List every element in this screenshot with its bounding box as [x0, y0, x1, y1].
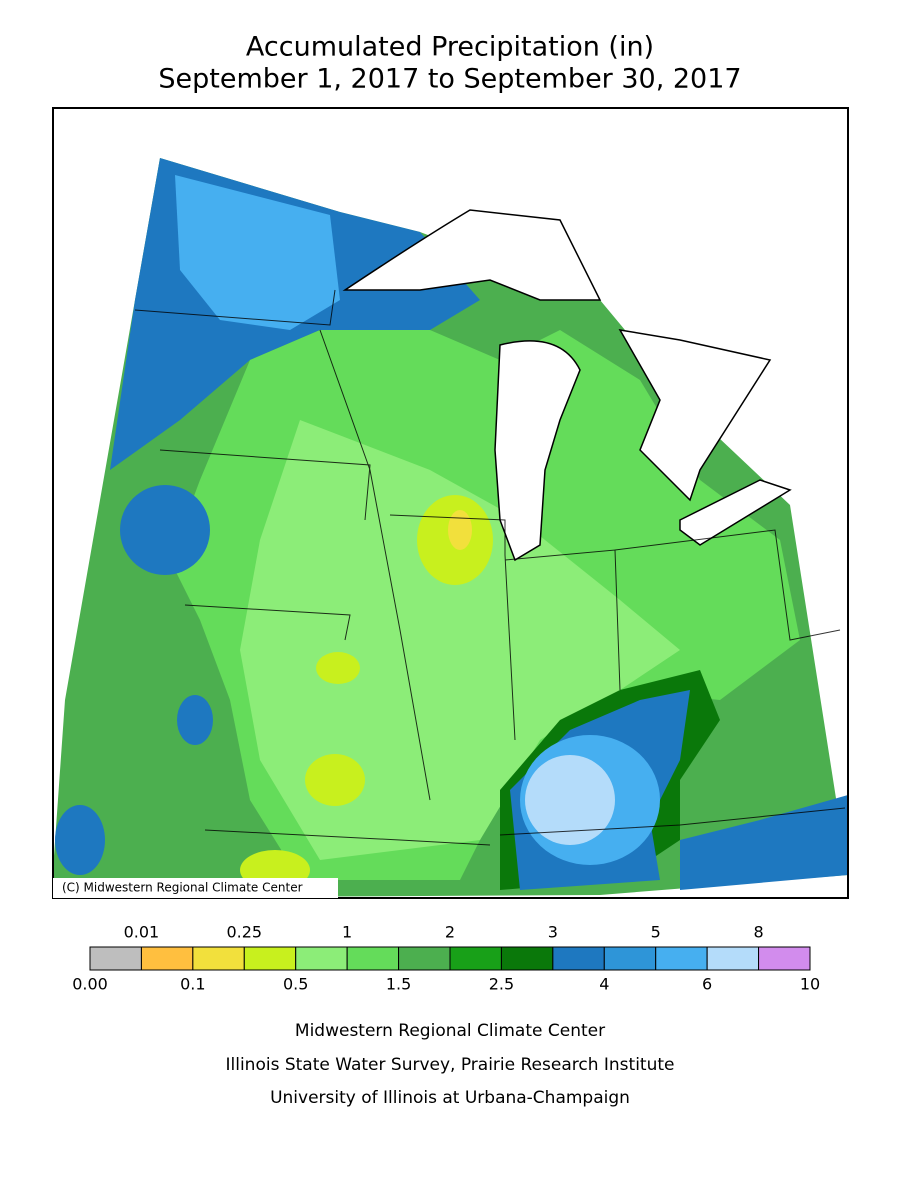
legend-swatch: [758, 946, 811, 971]
legend-swatch: [192, 946, 245, 971]
legend-swatch: [243, 946, 297, 971]
footer-line: University of Illinois at Urbana-Champai…: [270, 1088, 630, 1108]
map-title: Accumulated Precipitation (in): [246, 32, 654, 63]
legend-swatch: [706, 946, 760, 971]
legend-swatch: [449, 946, 502, 971]
footer-line: Illinois State Water Survey, Prairie Res…: [226, 1055, 675, 1075]
legend-label: 3: [548, 923, 558, 942]
legend-label: 0.5: [283, 975, 308, 994]
legend-label: 0.1: [180, 975, 205, 994]
legend-label: 6: [702, 975, 712, 994]
legend-label: 8: [753, 923, 763, 942]
legend-label: 5: [651, 923, 661, 942]
legend-swatch: [398, 946, 451, 971]
legend-label: 4: [599, 975, 609, 994]
map: (C) Midwestern Regional Climate Center: [52, 107, 849, 899]
legend-swatch: [89, 946, 142, 971]
legend-label: 1: [342, 923, 352, 942]
map-subtitle: September 1, 2017 to September 30, 2017: [158, 64, 741, 95]
legend-swatch: [500, 946, 554, 971]
legend-label: 0.25: [226, 923, 262, 942]
footer-line: Midwestern Regional Climate Center: [295, 1021, 605, 1041]
legend: 0.00 0.01 0.1 0.25 0.5 1 1.5 2 2.5 3 4 5 6 8 10: [72, 923, 820, 994]
legend-label: 2.5: [489, 975, 514, 994]
legend-swatch: [655, 946, 708, 971]
legend-swatch: [603, 946, 657, 971]
legend-label: 2: [445, 923, 455, 942]
legend-label: 0.01: [124, 923, 160, 942]
legend-swatch: [140, 946, 194, 971]
legend-label: 10: [800, 975, 820, 994]
legend-swatch: [552, 946, 605, 971]
copyright: (C) Midwestern Regional Climate Center: [62, 881, 303, 895]
legend-label: 0.00: [72, 975, 108, 994]
legend-swatch: [346, 946, 400, 971]
legend-label: 1.5: [386, 975, 411, 994]
legend-swatch: [295, 946, 348, 971]
